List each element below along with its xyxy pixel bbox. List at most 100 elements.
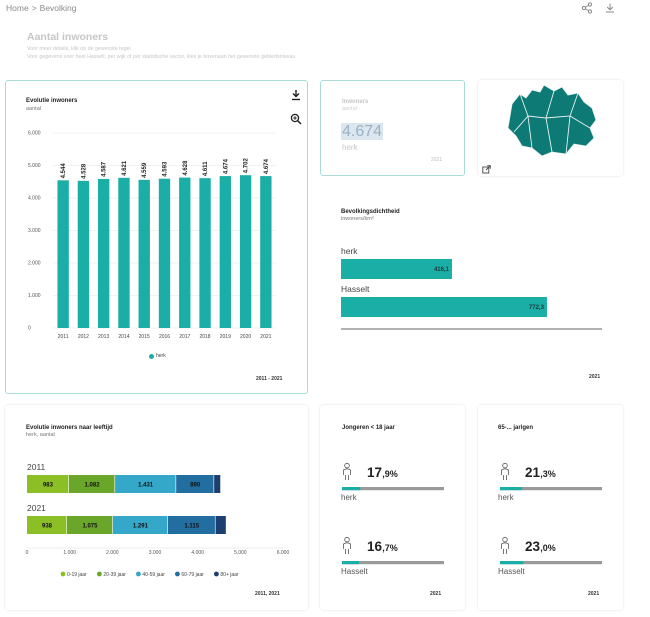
dichtheid-category-label: Hasselt — [341, 284, 370, 294]
segment-20-39-jaar — [67, 516, 113, 534]
indicator-value-decimal: ,7% — [382, 543, 398, 553]
y-tick-label: 5.000 — [28, 163, 41, 169]
jongeren-indicators: 17,9% 16,7% — [342, 462, 444, 565]
bar-2014 — [118, 177, 130, 328]
ouderen-year: 2021 — [588, 591, 600, 597]
leeftijd-subtitle: herk, aantal — [26, 432, 55, 438]
segment-40-59-jaar — [112, 516, 168, 534]
x-tick-label: 2011 — [58, 334, 69, 340]
area-map — [507, 84, 597, 157]
page-subtitle-2: Voor gegevens voor heel Hasselt, per wij… — [27, 54, 296, 60]
legend-label: 40-59 jaar — [142, 572, 165, 578]
evolutie-title: Evolutie inwoners — [26, 98, 78, 104]
leeftijd-year-label: 2011 — [27, 462, 46, 472]
segment-value-label: 938 — [42, 524, 53, 530]
leeftijd-card[interactable]: Evolutie inwoners naar leeftijd herk, aa… — [5, 405, 308, 610]
x-tick-label: 2019 — [220, 334, 231, 340]
download-icon[interactable] — [604, 2, 616, 14]
leeftijd-stacked-chart: 2011 983 1.082 1.431 890 2021 938 1.075 1.291 1.1… — [26, 462, 290, 578]
evolutie-years: 2011 - 2021 — [256, 376, 283, 382]
indicator-bar-track — [500, 487, 602, 491]
bar-value-label: 4.611 — [203, 161, 209, 176]
y-tick-label: 1.000 — [28, 293, 41, 299]
segment-0-19-jaar — [27, 516, 67, 534]
segment-40-59-jaar — [115, 475, 176, 493]
indicator-value-int: 17 — [367, 465, 382, 480]
legend-swatch — [136, 571, 141, 577]
jongeren-title: Jongeren < 18 jaar — [342, 425, 395, 431]
inwoners-area: herk — [342, 143, 358, 152]
indicator-value-decimal: ,3% — [540, 469, 556, 479]
bar-2021 — [260, 176, 272, 328]
leeftijd-title: Evolutie inwoners naar leeftijd — [26, 425, 113, 431]
x-tick-label: 2020 — [240, 334, 251, 340]
jongeren-tile[interactable]: Jongeren < 18 jaar 17,9% 16,7% herk Hasse… — [320, 405, 465, 610]
share-icon[interactable] — [581, 2, 593, 14]
bar-value-label: 4.674 — [223, 158, 229, 174]
dichtheid-value-label: 416,1 — [434, 267, 450, 273]
y-tick-label: 3.000 — [28, 228, 41, 234]
dichtheid-bar-chart: herk 416,1 Hasselt 772,3 — [341, 246, 602, 330]
bevolkingsdichtheid-card[interactable]: Bevolkingsdichtheid inwoners/km² herk 416… — [320, 190, 623, 388]
breadcrumb-home[interactable]: Home — [6, 3, 29, 13]
evolutie-subtitle: aantal — [26, 106, 41, 112]
zoom-icon[interactable] — [290, 113, 302, 125]
x-tick-label: 1.000 — [63, 550, 76, 556]
evolutie-inwoners-card[interactable]: Evolutie inwoners aantal 0 1.000 2.000 3.00… — [5, 80, 308, 394]
inwoners-tile[interactable]: Inwoners aantal 4.674 herk 2021 — [320, 80, 465, 176]
indicator-bar-track — [342, 487, 444, 491]
ouderen-tile[interactable]: 65-... jarigen 21,3% 23,0% herk Hasselt 2… — [478, 405, 623, 610]
dichtheid-bar-herk — [341, 259, 452, 279]
indicator-value-int: 23 — [525, 539, 541, 554]
x-tick-label: 2012 — [78, 334, 89, 340]
segment-80-jaar — [214, 475, 221, 493]
legend-label: 80+ jaar — [220, 572, 239, 578]
page-title: Aantal inwoners — [27, 31, 109, 43]
evolutie-legend: herk — [144, 353, 166, 359]
y-tick-label: 2.000 — [28, 261, 41, 267]
bar-value-label: 4.559 — [142, 162, 148, 178]
segment-value-label: 1.082 — [85, 483, 101, 489]
jongeren-area-2: Hasselt — [341, 567, 368, 576]
x-tick-label: 2014 — [118, 334, 129, 340]
segment-20-39-jaar — [68, 475, 115, 493]
person-icon-body — [501, 542, 509, 554]
legend-swatch — [214, 571, 219, 577]
map-tile[interactable] — [478, 80, 623, 176]
inwoners-year: 2021 — [431, 157, 443, 163]
person-icon-head — [344, 536, 350, 543]
indicator-value-decimal: ,0% — [540, 543, 556, 553]
dichtheid-bar-Hasselt — [341, 297, 547, 317]
dichtheid-title: Bevolkingsdichtheid — [341, 209, 400, 215]
indicator-bar-fill — [500, 487, 522, 491]
indicator-value-int: 16 — [367, 539, 383, 554]
breadcrumb-separator: > — [31, 3, 37, 13]
external-link-icon[interactable] — [482, 165, 491, 174]
ouderen-title: 65-... jarigen — [498, 425, 534, 431]
indicator-bar-track — [342, 561, 444, 565]
legend-swatch — [60, 571, 66, 577]
jongeren-area-1: herk — [341, 493, 357, 502]
dichtheid-subtitle: inwoners/km² — [341, 216, 374, 222]
ouderen-area-2: Hasselt — [498, 567, 525, 576]
x-tick-label: 3.000 — [149, 550, 162, 556]
x-tick-label: 2016 — [159, 334, 170, 340]
inwoners-value: 4.674 — [341, 123, 384, 140]
x-tick-label: 2015 — [139, 334, 150, 340]
dichtheid-category-label: herk — [341, 246, 358, 256]
indicator-bar-fill — [500, 561, 524, 565]
x-tick-label: 5.000 — [234, 550, 247, 556]
bar-value-label: 4.702 — [244, 158, 250, 174]
segment-value-label: 1.075 — [82, 524, 98, 530]
legend-label: 60-79 jaar — [181, 572, 204, 578]
chart-download-icon[interactable] — [290, 89, 302, 102]
leeftijd-years: 2011, 2021 — [255, 591, 280, 597]
x-tick-label: 6.000 — [277, 550, 290, 556]
person-icon-body — [343, 468, 351, 480]
segment-value-label: 1.291 — [133, 524, 149, 530]
legend-swatch — [97, 571, 102, 577]
legend-label: 20-39 jaar — [103, 572, 126, 578]
legend-label: 0-19 jaar — [67, 572, 87, 578]
x-tick-label: 2013 — [98, 334, 109, 340]
y-tick-label: 4.000 — [28, 196, 41, 202]
